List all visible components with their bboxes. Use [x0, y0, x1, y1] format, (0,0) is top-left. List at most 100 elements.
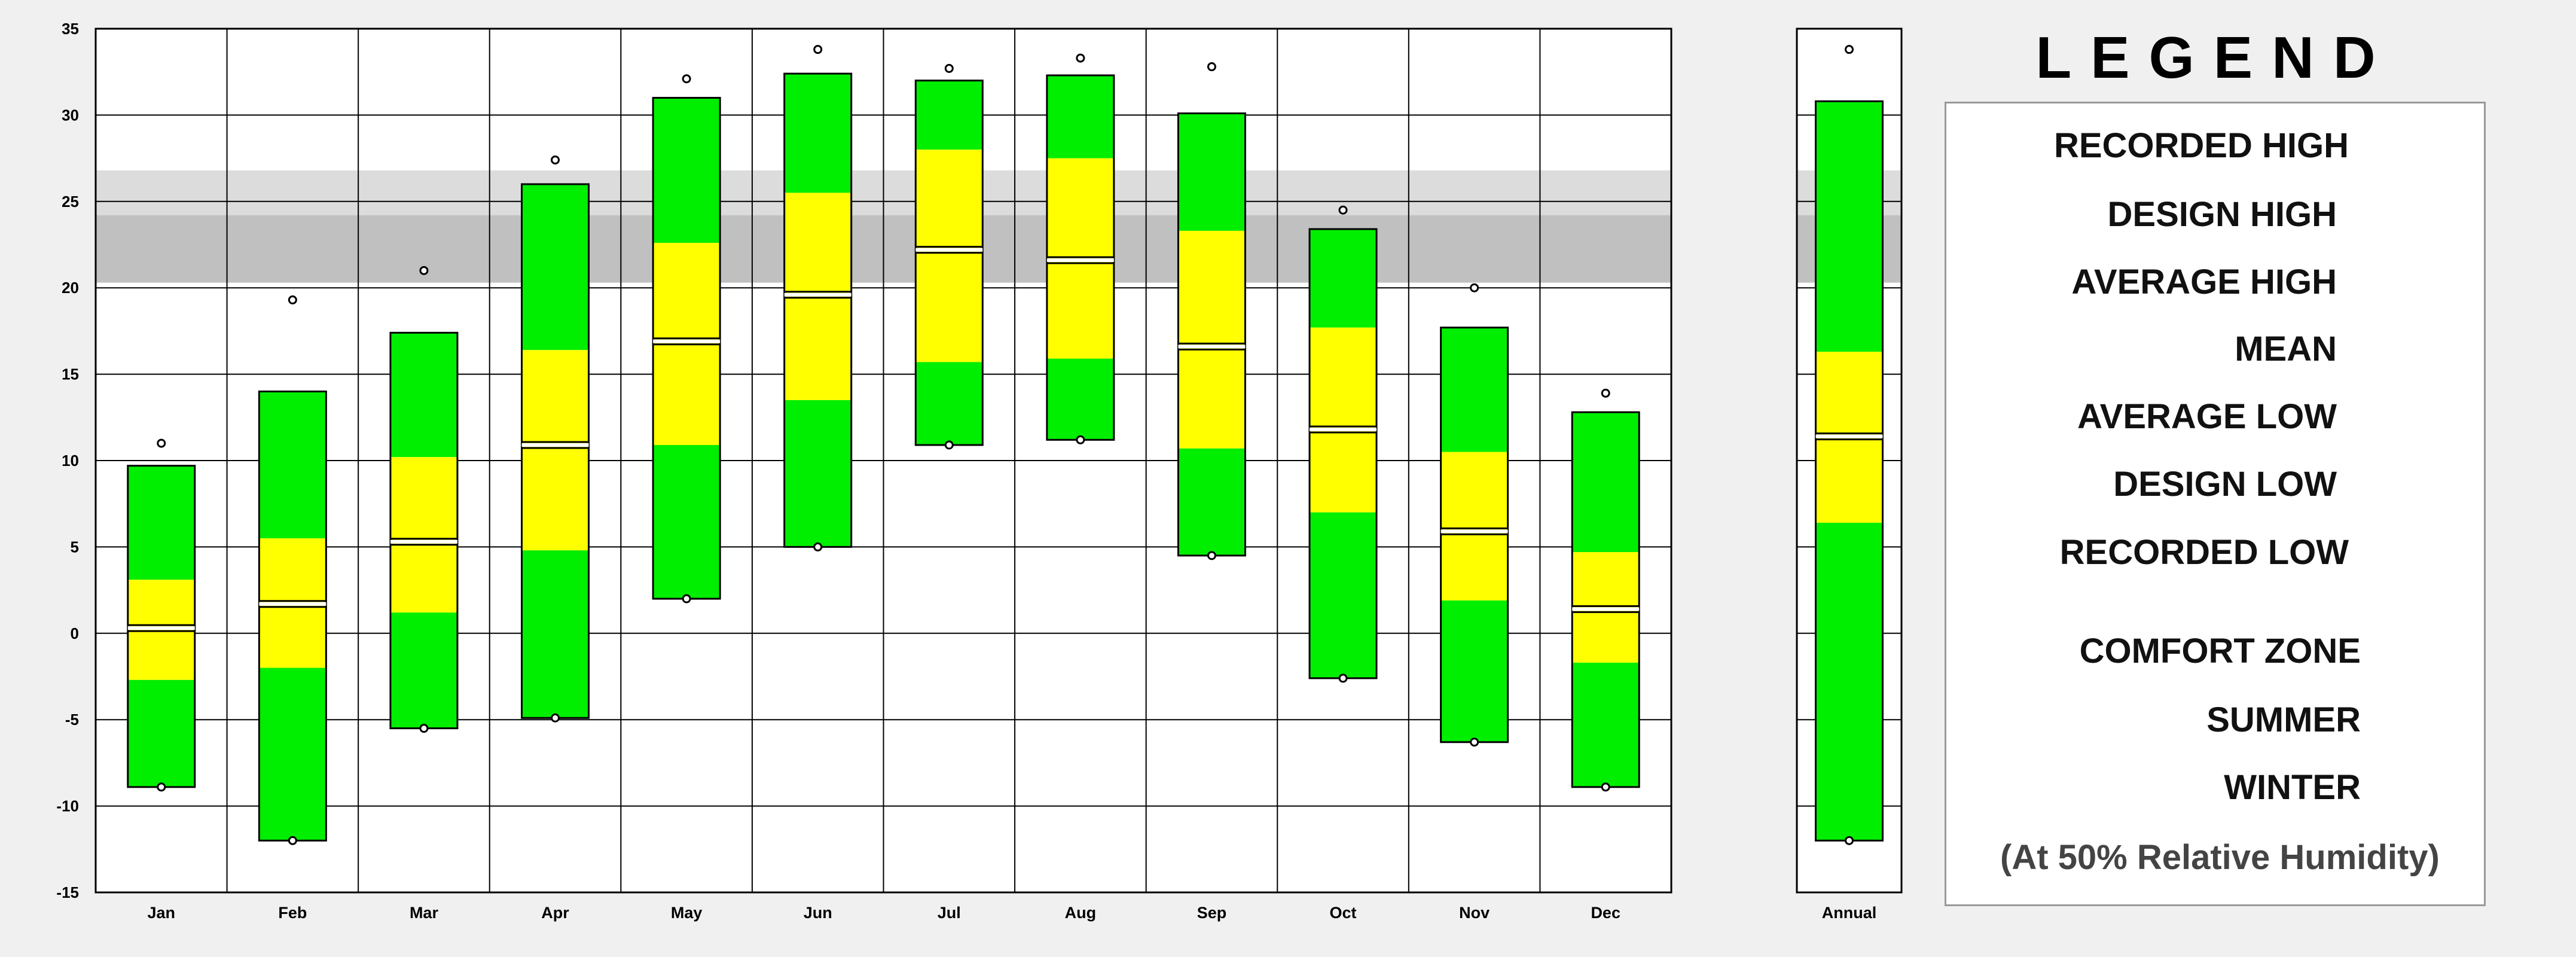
mean-marker [915, 248, 983, 252]
x-tick-label: Oct [1330, 904, 1357, 922]
y-tick-label: -10 [56, 797, 79, 815]
box-upper-green [653, 97, 721, 243]
recorded-high-point [1470, 283, 1479, 292]
y-tick-label: 20 [62, 279, 79, 297]
box-upper-green [1572, 412, 1640, 553]
mean-marker [1815, 434, 1883, 438]
box-upper-green [1815, 101, 1883, 352]
box-upper-green [1310, 229, 1377, 328]
box-upper-green [390, 333, 457, 458]
mean-marker [784, 292, 851, 297]
y-tick-label: 0 [71, 624, 79, 642]
mean-marker [653, 339, 721, 343]
mean-marker [521, 443, 589, 447]
recorded-high-point [1601, 388, 1610, 398]
box-yellow [390, 457, 457, 613]
box-lower-green [784, 400, 851, 547]
legend-title: LEGEND [2035, 25, 2395, 90]
x-tick-label: Jun [804, 904, 832, 922]
x-tick-label: Dec [1591, 904, 1620, 922]
y-tick-label: 5 [71, 538, 79, 556]
box-upper-green [127, 465, 195, 580]
y-tick-label: 30 [62, 106, 79, 124]
mean-marker [1046, 258, 1114, 262]
box-lower-green [1572, 662, 1640, 787]
recorded-low-point [944, 440, 954, 450]
mean-marker [1572, 607, 1640, 611]
legend-humidity-note: (At 50% Relative Humidity) [2000, 838, 2440, 877]
y-tick-label: 35 [62, 20, 79, 38]
label-layer: -15 -10 -5 0 5 10 15 20 25 30 35 Jan Feb Mar Apr May Jun… [56, 20, 1876, 922]
mean-marker [1440, 529, 1508, 534]
plot-border-annual [1796, 28, 1903, 894]
box-upper-green [521, 184, 589, 351]
recorded-low-point [813, 542, 823, 551]
box-lower-green [127, 679, 195, 787]
legend-panel [1945, 102, 2486, 906]
box-lower-green [1440, 600, 1508, 742]
x-tick-label: Annual [1822, 904, 1877, 922]
box-layer [127, 45, 1884, 845]
box-yellow [1178, 230, 1246, 449]
box-lower-green [1815, 522, 1883, 841]
mean-marker [1310, 428, 1377, 432]
recorded-low-point [1207, 551, 1216, 560]
x-tick-label: Jul [938, 904, 961, 922]
x-tick-label: Jan [148, 904, 176, 922]
box-lower-green [915, 362, 983, 446]
legend-label-design-low: DESIGN LOW [2113, 465, 2337, 504]
recorded-low-point [1338, 673, 1348, 683]
legend-label-average-high: AVERAGE HIGH [2071, 263, 2337, 301]
box-upper-green [1440, 327, 1508, 452]
box-upper-green [915, 80, 983, 150]
recorded-high-point [419, 266, 429, 275]
recorded-low-point [288, 836, 297, 845]
y-tick-label: -5 [65, 711, 79, 729]
box-upper-green [1178, 113, 1246, 231]
recorded-high-point [1207, 62, 1216, 72]
legend-label-mean: MEAN [2235, 330, 2337, 368]
x-tick-label: Mar [410, 904, 439, 922]
y-tick-label: 25 [62, 193, 79, 211]
y-tick-label: 15 [62, 365, 79, 383]
legend-label-recorded-high: RECORDED HIGH [2053, 126, 2349, 165]
plot-border-main [94, 28, 1672, 894]
box-lower-green [653, 445, 721, 599]
mean-marker [390, 540, 457, 544]
recorded-low-point [1470, 737, 1479, 747]
box-yellow [521, 350, 589, 551]
box-upper-green [259, 391, 326, 538]
recorded-low-point [1601, 782, 1610, 792]
recorded-high-point [1845, 45, 1854, 54]
box-yellow [1440, 452, 1508, 601]
mean-marker [1178, 345, 1246, 349]
y-tick-label: 10 [62, 452, 79, 470]
recorded-low-point [551, 713, 560, 723]
recorded-high-point [288, 295, 297, 304]
recorded-low-point [1076, 435, 1085, 444]
recorded-low-point [419, 724, 429, 733]
box-yellow [1310, 327, 1377, 513]
box-lower-green [390, 612, 457, 729]
mean-marker [127, 626, 195, 630]
recorded-low-point [1845, 836, 1854, 845]
x-tick-label: Feb [278, 904, 307, 922]
legend-label-recorded-low: RECORDED LOW [2059, 533, 2349, 572]
recorded-low-point [682, 594, 691, 604]
box-lower-green [1310, 512, 1377, 678]
legend-label-winter: WINTER [2224, 768, 2361, 807]
legend-label-design-high: DESIGN HIGH [2107, 195, 2337, 234]
x-tick-label: Nov [1459, 904, 1490, 922]
y-tick-label: -15 [56, 883, 79, 901]
recorded-high-point [944, 63, 954, 73]
mean-marker [259, 602, 326, 606]
recorded-high-point [813, 45, 823, 54]
legend-label-average-low: AVERAGE LOW [2077, 397, 2337, 436]
x-tick-label: Apr [541, 904, 569, 922]
recorded-high-point [1076, 53, 1085, 63]
box-yellow [915, 150, 983, 362]
legend-label-summer: SUMMER [2206, 700, 2361, 739]
box-upper-green [784, 74, 851, 193]
box-lower-green [521, 550, 589, 718]
